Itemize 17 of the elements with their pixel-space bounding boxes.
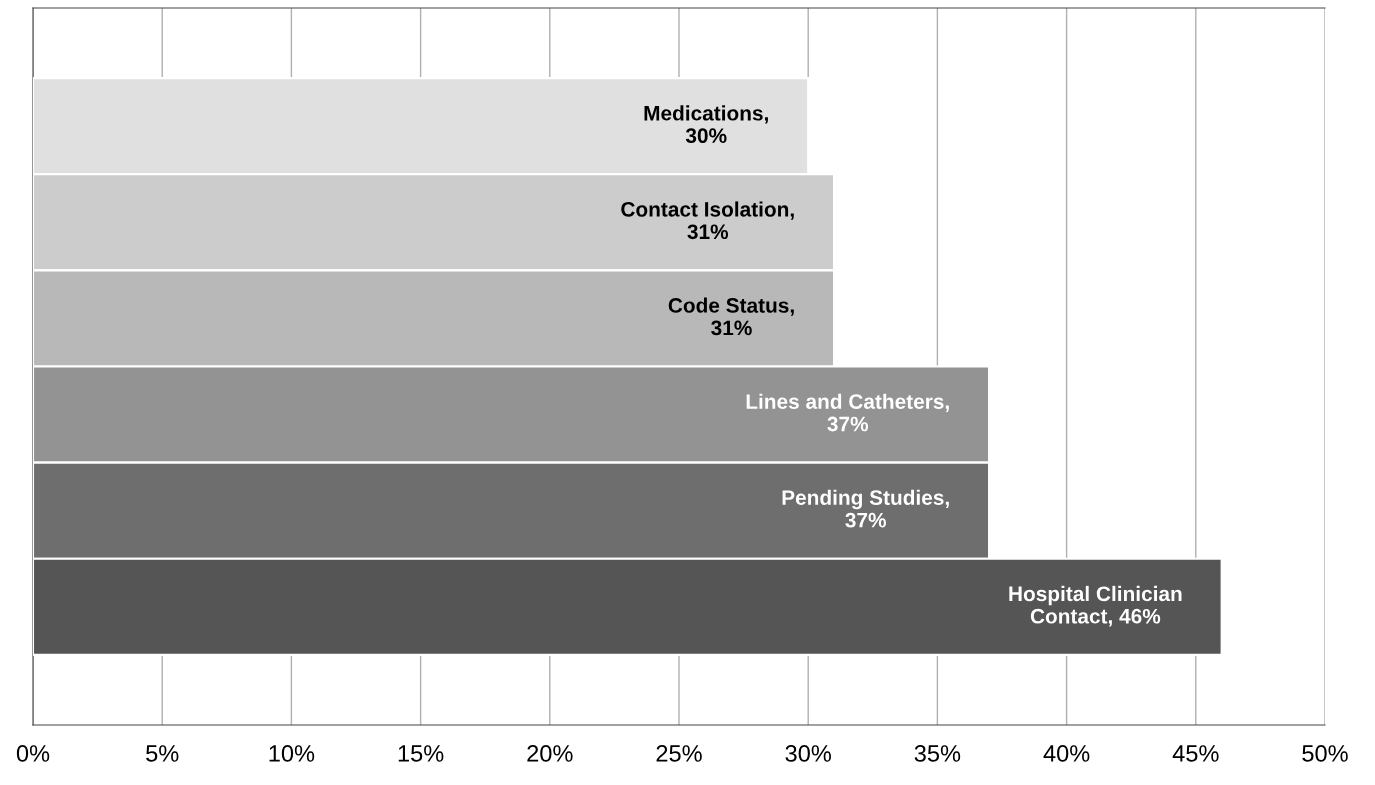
data-label: Lines and Catheters, 37%	[746, 393, 949, 432]
data-label: Contact Isolation, 31%	[621, 201, 794, 240]
x-tick-label: 45%	[1172, 745, 1219, 762]
x-tick-label: 25%	[656, 745, 702, 762]
data-label: Code Status, 31%	[668, 297, 794, 336]
x-tick-label: 10%	[269, 745, 315, 762]
x-tick-label: 20%	[527, 745, 573, 762]
x-tick-label: 0%	[16, 745, 50, 762]
x-tick-label: 5%	[146, 745, 179, 762]
x-tick-label: 40%	[1043, 745, 1090, 762]
x-tick-label: 50%	[1302, 745, 1348, 762]
data-label: Pending Studies, 37%	[782, 489, 949, 528]
x-tick-label: 15%	[398, 745, 444, 762]
x-tick-label: 35%	[914, 745, 961, 762]
data-label: Medications, 30%	[644, 105, 768, 144]
x-tick-label: 30%	[785, 745, 831, 762]
data-label: Hospital Clinician Contact, 46%	[1009, 585, 1182, 627]
